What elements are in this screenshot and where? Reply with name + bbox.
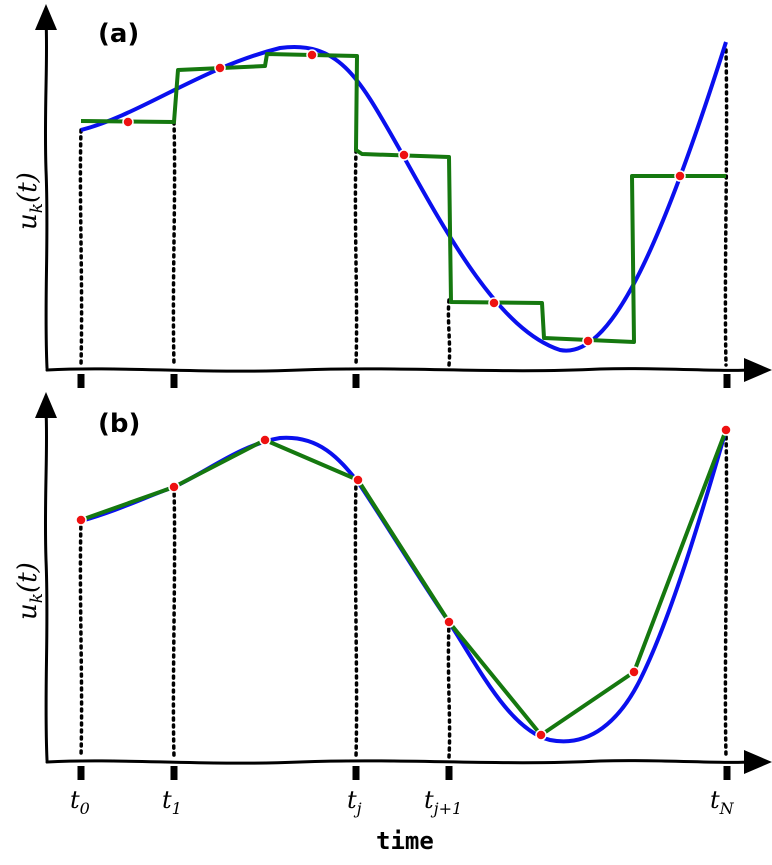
panel-a-sample	[306, 49, 318, 61]
panel-b-true-curve	[80, 429, 728, 744]
panel-a-sample	[398, 149, 410, 161]
panel-a-y-label: uk(t)	[13, 172, 47, 230]
panel-a-label: (a)	[98, 19, 139, 49]
panel-a: (a) uk(t)	[13, 4, 772, 388]
panel-b: (b) uk(t)	[13, 392, 772, 780]
panel-a-dotted-tN	[723, 48, 729, 367]
panel-a-dotted-t1	[171, 120, 177, 367]
panel-b-dotted-t0	[78, 518, 84, 759]
tick-label-t0: t0	[70, 786, 90, 818]
tick-labels: t0 t1 tj tj+1 tN	[70, 786, 735, 818]
tick-label-tj1: tj+1	[424, 786, 462, 818]
panel-a-y-axis	[43, 18, 49, 370]
panel-a-sample	[122, 116, 134, 128]
panel-a-dotted-tj1	[446, 298, 452, 367]
panel-b-y-axis	[43, 408, 49, 762]
panel-b-label: (b)	[98, 409, 140, 439]
panel-b-sample	[720, 424, 732, 436]
tick-label-tN: tN	[710, 786, 735, 818]
tick-label-t1: t1	[162, 786, 182, 818]
panel-b-sample	[535, 729, 547, 741]
panel-a-dotted-tj	[353, 148, 359, 367]
x-axis-label: time	[376, 827, 434, 855]
panel-b-dotted-tj1	[446, 620, 452, 759]
panel-a-sample	[488, 297, 500, 309]
tick-label-tj: tj	[347, 786, 362, 818]
panel-b-sample	[443, 616, 455, 628]
panel-b-sample	[259, 434, 271, 446]
panel-b-sample	[628, 666, 640, 678]
panel-b-y-arrow-icon	[35, 392, 57, 418]
panel-b-dotted-tN	[723, 428, 729, 759]
panel-b-dotted-t1	[171, 485, 177, 759]
panel-a-sample	[674, 170, 686, 182]
panel-b-y-label: uk(t)	[13, 562, 47, 620]
panel-b-sample	[352, 474, 364, 486]
panel-b-sample	[75, 514, 87, 526]
panel-b-dotted-tj	[353, 478, 359, 759]
panel-b-piecewise-linear	[80, 429, 728, 737]
panel-a-sample	[214, 62, 226, 74]
panel-a-sample	[582, 335, 594, 347]
panel-b-x-arrow-icon	[744, 750, 772, 774]
panel-a-piecewise-constant	[80, 52, 726, 344]
panel-a-x-axis	[45, 367, 752, 373]
panel-a-y-arrow-icon	[35, 4, 57, 30]
panel-a-x-arrow-icon	[744, 358, 772, 382]
panel-a-dotted-t0	[78, 128, 84, 367]
panel-b-sample	[168, 481, 180, 493]
panel-b-x-axis	[45, 759, 752, 765]
